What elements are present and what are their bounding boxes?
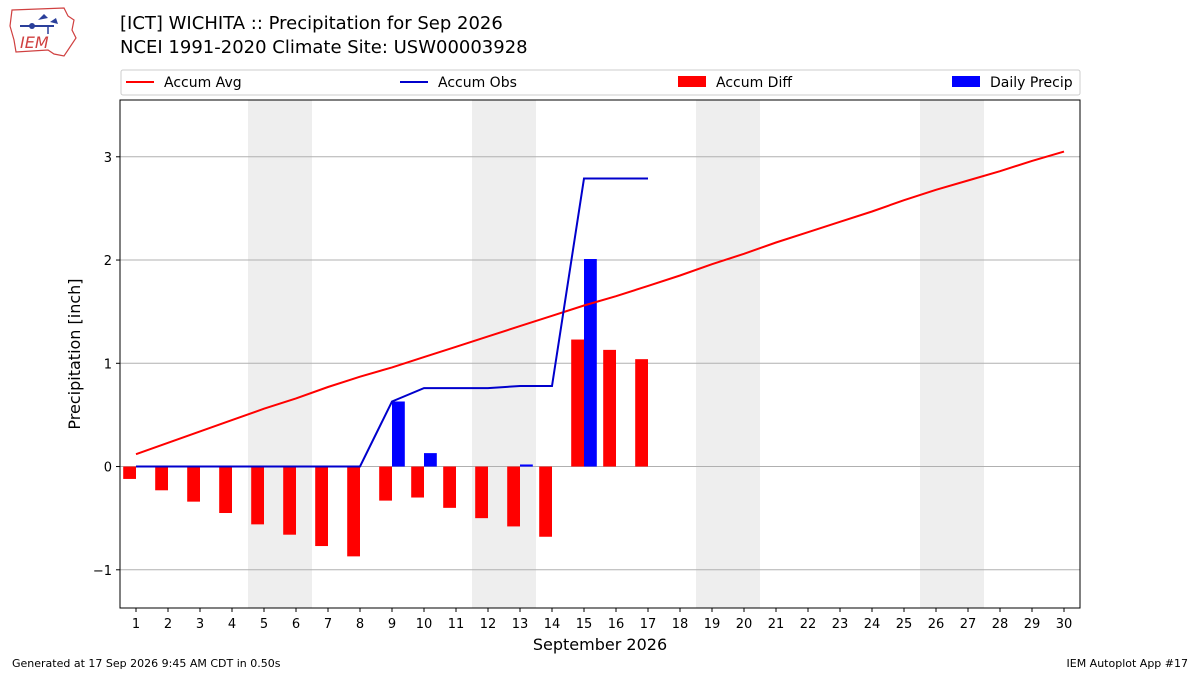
accum-diff-bar — [187, 466, 200, 502]
accum-diff-bar — [251, 466, 264, 525]
app-credit: IEM Autoplot App #17 — [1066, 657, 1189, 670]
legend-label-daily-precip: Daily Precip — [990, 75, 1073, 91]
x-tick-label: 19 — [704, 617, 721, 632]
daily-precip-bar — [392, 401, 405, 467]
y-tick-label: 1 — [104, 357, 112, 372]
x-tick-label: 25 — [896, 617, 913, 632]
accum-diff-bar — [123, 466, 136, 479]
plot-frame — [119, 99, 1081, 609]
x-axis-label: September 2026 — [533, 635, 667, 654]
x-tick-label: 18 — [672, 617, 689, 632]
daily-precip-bar — [520, 464, 533, 467]
x-tick-label: 10 — [416, 617, 433, 632]
x-tick-label: 17 — [640, 617, 657, 632]
x-tick-label: 15 — [576, 617, 593, 632]
accum-obs-line — [136, 177, 648, 468]
x-tick-label: 3 — [196, 617, 204, 632]
accum-diff-bar — [379, 466, 392, 501]
y-tick-label: −1 — [93, 564, 112, 579]
weekend-band — [472, 100, 536, 608]
x-tick-label: 16 — [608, 617, 625, 632]
y-tick-label: 0 — [104, 461, 112, 476]
accum-avg-line — [135, 150, 1065, 456]
accum-diff-bar — [283, 466, 296, 535]
x-tick-label: 28 — [992, 617, 1009, 632]
accum-diff-bar — [635, 359, 648, 467]
x-tick-label: 6 — [292, 617, 300, 632]
x-tick-label: 5 — [260, 617, 268, 632]
accum-diff-bar — [443, 466, 456, 508]
x-tick-label: 29 — [1024, 617, 1041, 632]
iem-logo: IEM — [8, 6, 80, 62]
x-tick-label: 26 — [928, 617, 945, 632]
y-axis-label: Precipitation [inch] — [65, 278, 84, 429]
x-tick-label: 11 — [448, 617, 465, 632]
x-tick-label: 13 — [512, 617, 529, 632]
accum-diff-bar — [347, 466, 360, 557]
chart-subtitle: NCEI 1991-2020 Climate Site: USW00003928 — [120, 37, 528, 58]
weekend-band — [696, 100, 760, 608]
x-tick-label: 4 — [228, 617, 236, 632]
x-tick-label: 22 — [800, 617, 817, 632]
legend-label-accum-diff: Accum Diff — [716, 75, 792, 91]
legend-box — [120, 69, 1081, 96]
legend-label-accum-avg: Accum Avg — [164, 75, 242, 91]
accum-diff-bar — [507, 466, 520, 527]
x-tick-label: 2 — [164, 617, 172, 632]
accum-diff-bar — [315, 466, 328, 547]
accum-diff-bar — [155, 466, 168, 491]
logo-text: IEM — [20, 33, 49, 52]
accum-diff-bar — [219, 466, 232, 514]
legend-swatch-accum-diff — [678, 76, 706, 87]
weekend-band — [248, 100, 312, 608]
x-tick-label: 20 — [736, 617, 753, 632]
daily-precip-bar — [584, 259, 597, 467]
accum-diff-bar — [571, 339, 584, 467]
legend-swatch-daily-precip — [952, 76, 980, 87]
x-tick-label: 23 — [832, 617, 849, 632]
x-tick-label: 14 — [544, 617, 561, 632]
weekend-band — [920, 100, 984, 608]
daily-precip-bar — [424, 453, 437, 467]
x-tick-label: 9 — [388, 617, 396, 632]
x-tick-label: 21 — [768, 617, 785, 632]
accum-diff-bar — [539, 466, 552, 537]
chart-title: [ICT] WICHITA :: Precipitation for Sep 2… — [120, 13, 503, 34]
x-tick-label: 30 — [1056, 617, 1073, 632]
x-tick-label: 24 — [864, 617, 881, 632]
x-tick-label: 8 — [356, 617, 364, 632]
accum-diff-bar — [475, 466, 488, 519]
y-tick-label: 2 — [104, 254, 112, 269]
x-tick-label: 7 — [324, 617, 332, 632]
legend-label-accum-obs: Accum Obs — [438, 75, 517, 91]
x-tick-label: 12 — [480, 617, 497, 632]
y-tick-label: 3 — [104, 151, 112, 166]
x-tick-label: 27 — [960, 617, 977, 632]
generated-timestamp: Generated at 17 Sep 2026 9:45 AM CDT in … — [12, 657, 281, 670]
accum-diff-bar — [411, 466, 424, 498]
accum-diff-bar — [603, 349, 616, 467]
x-tick-label: 1 — [132, 617, 140, 632]
